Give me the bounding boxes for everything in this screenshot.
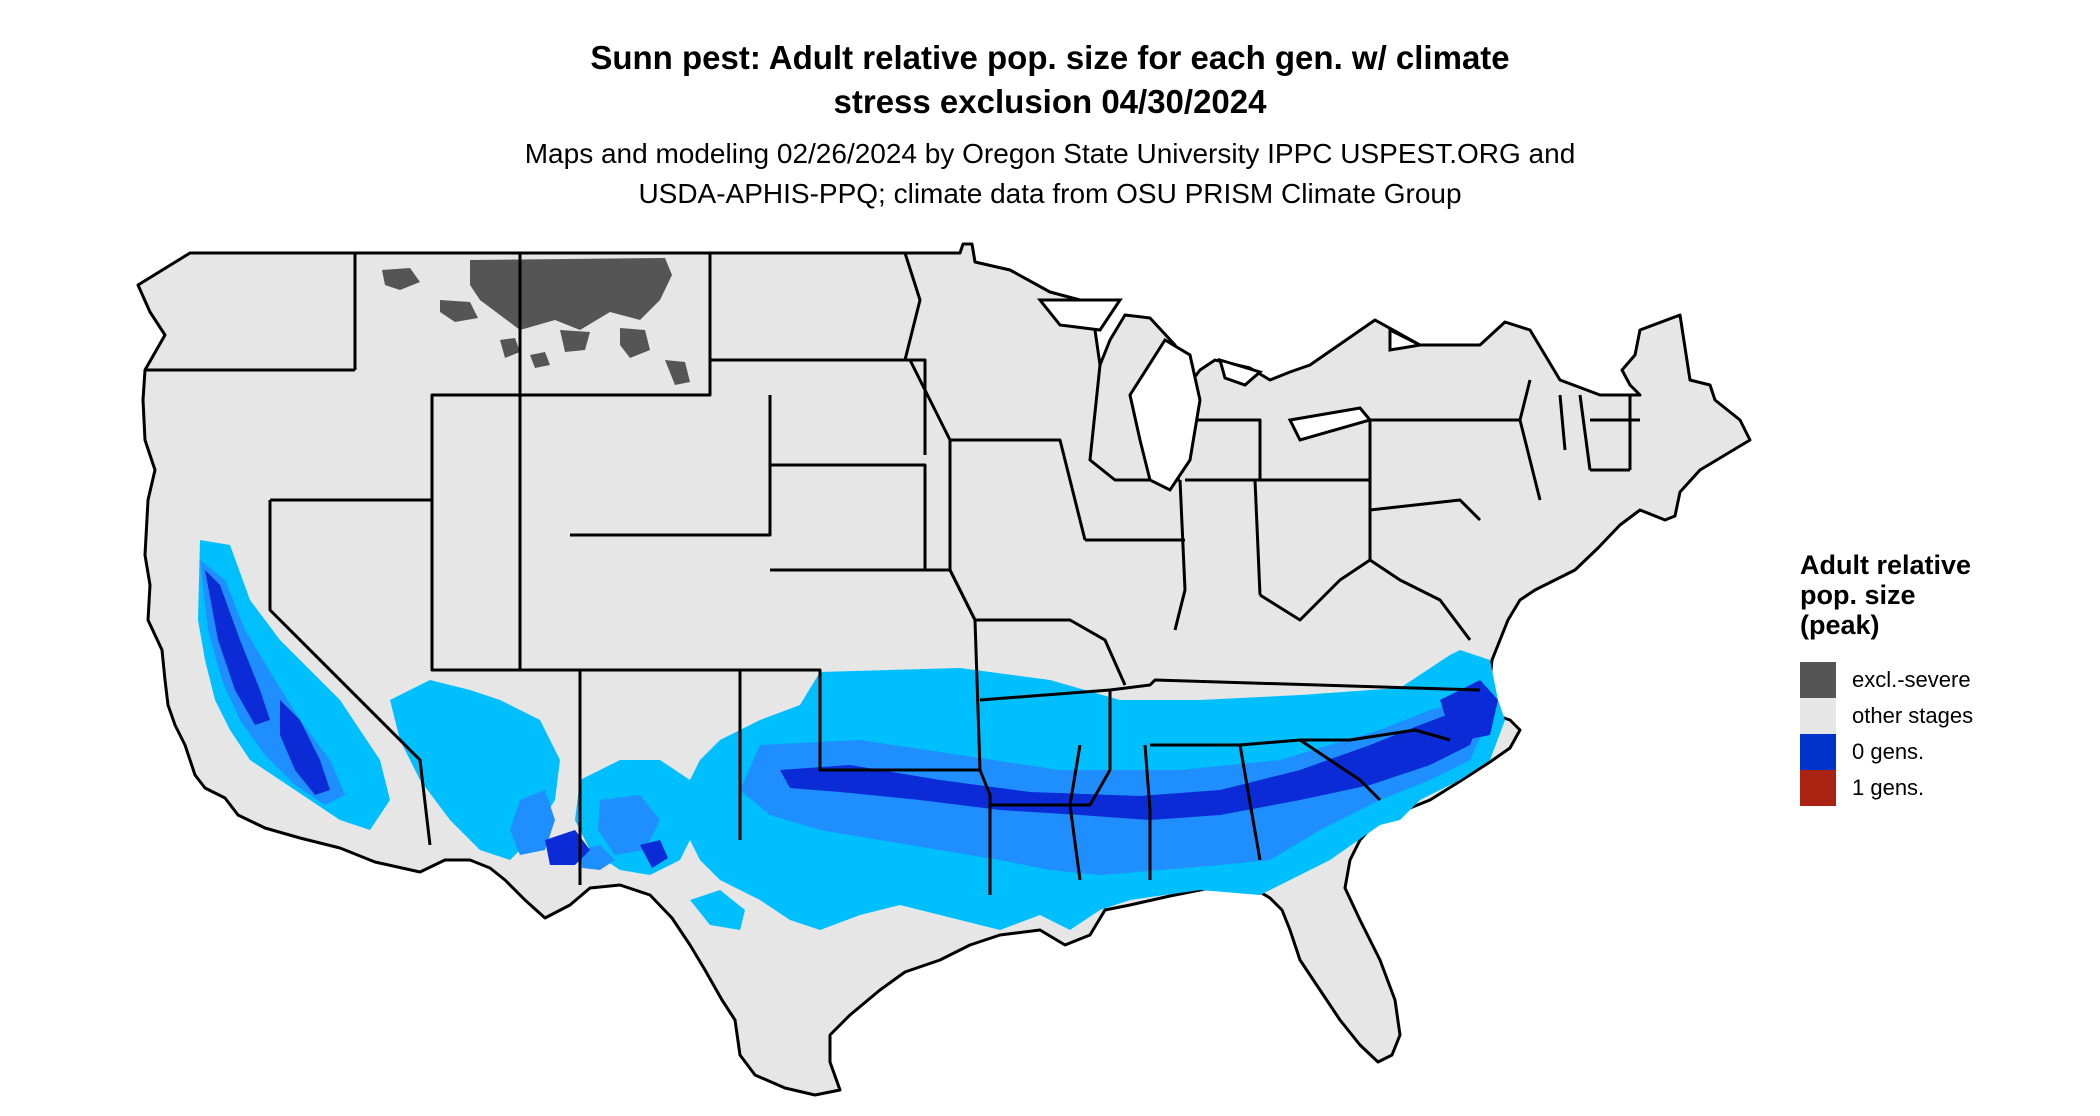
map-title: Sunn pest: Adult relative pop. size for …	[0, 36, 2100, 124]
title-line-1: Sunn pest: Adult relative pop. size for …	[590, 39, 1510, 76]
legend-swatch-excl-severe	[1800, 662, 1836, 698]
legend-title-line-1: Adult relative	[1800, 550, 1972, 580]
legend-label-0-gens: 0 gens.	[1852, 739, 1925, 764]
title-line-2: stress exclusion 04/30/2024	[833, 83, 1267, 120]
legend-item-1-gens: 1 gens.	[1800, 770, 1973, 806]
great-lakes	[1036, 298, 1425, 492]
legend-item-excl-severe: excl.-severe	[1800, 662, 1973, 698]
legend-label-1-gens: 1 gens.	[1852, 775, 1925, 800]
zone-dark	[205, 570, 1498, 868]
legend-title-line-3: (peak)	[1800, 610, 1880, 640]
legend-swatch-1-gens	[1800, 770, 1836, 806]
legend-label-other-stages: other stages	[1852, 703, 1974, 728]
map-subtitle: Maps and modeling 02/26/2024 by Oregon S…	[0, 134, 2100, 214]
state-borders	[145, 252, 1640, 895]
subtitle-line-2: USDA-APHIS-PPQ; climate data from OSU PR…	[638, 178, 1462, 209]
legend-title-line-2: pop. size	[1800, 580, 1916, 610]
legend-label-excl-severe: excl.-severe	[1852, 667, 1971, 692]
legend-item-other-stages: other stages	[1800, 698, 1973, 734]
legend-swatch-other-stages	[1800, 698, 1836, 734]
legend: Adult relative pop. size (peak) excl.-se…	[1800, 550, 1973, 806]
subtitle-line-1: Maps and modeling 02/26/2024 by Oregon S…	[524, 138, 1576, 169]
legend-swatch-0-gens	[1800, 734, 1836, 770]
legend-item-0-gens: 0 gens.	[1800, 734, 1973, 770]
legend-title: Adult relative pop. size (peak)	[1800, 550, 1973, 640]
